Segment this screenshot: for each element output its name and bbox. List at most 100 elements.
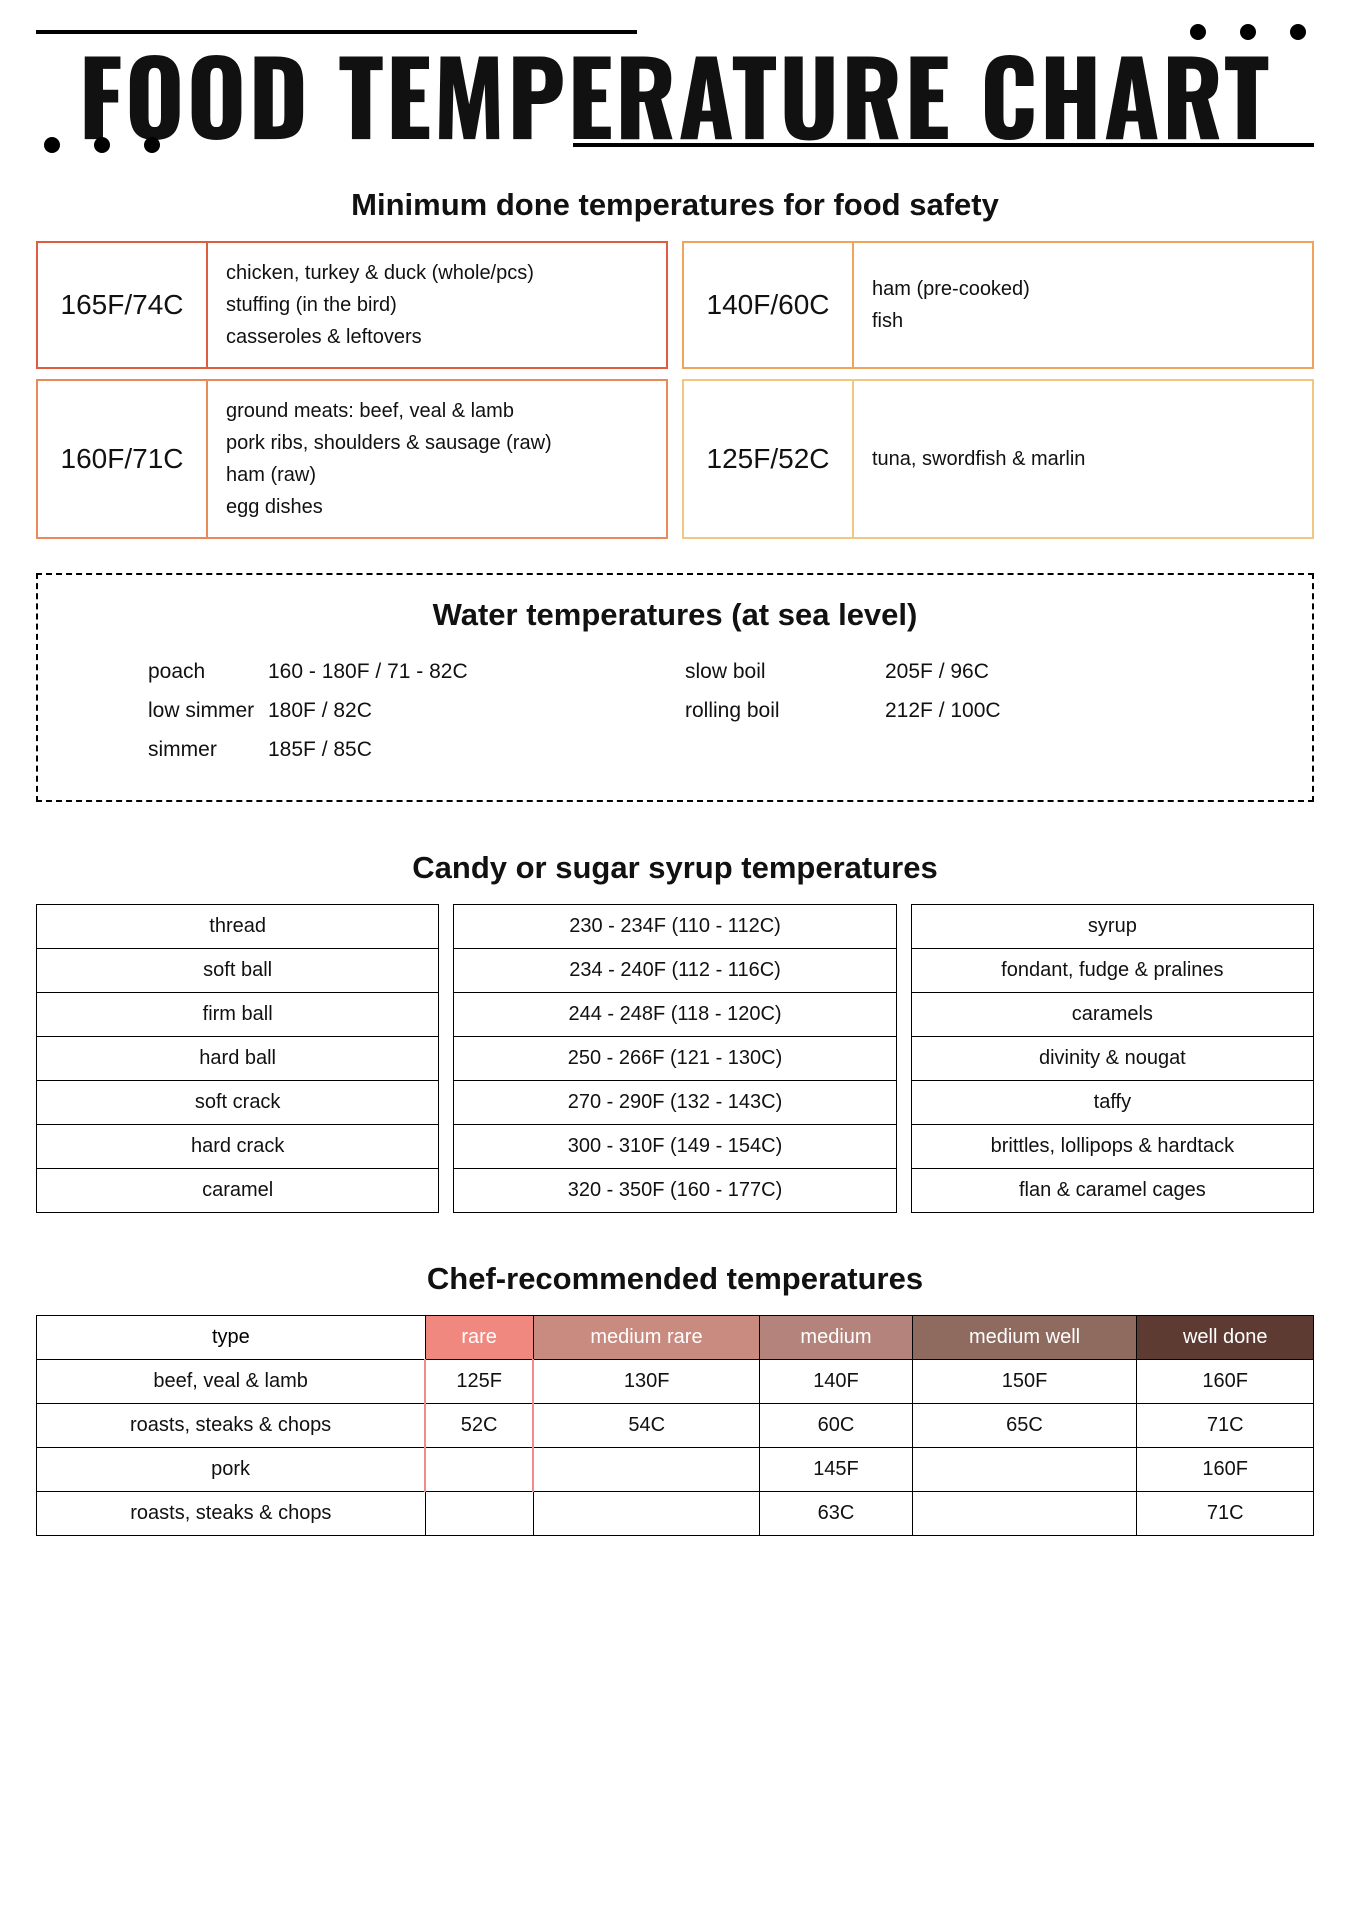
candy-stage: hard ball [37,1037,438,1081]
chef-header-doneness: medium [760,1315,912,1359]
minimum-temp-row: 160F/71Cground meats: beef, veal & lambp… [36,379,1314,539]
page: FOOD TEMPERATURE CHART Minimum done temp… [0,0,1350,1596]
chef-row-value [912,1491,1137,1535]
dot-icon [1240,24,1256,40]
candy-table: threadsoft ballfirm ballhard ballsoft cr… [36,904,1314,1213]
dot-icon [94,137,110,153]
water-temp-value: 205F / 96C [885,653,1292,692]
water-left-labels: poachlow simmersimmer [58,653,228,770]
minimum-temp-food-line: chicken, turkey & duck (whole/pcs) [226,257,648,289]
minimum-temp-grid: 165F/74Cchicken, turkey & duck (whole/pc… [36,241,1314,539]
chef-row-value [533,1447,760,1491]
minimum-temp-food-line: egg dishes [226,491,648,523]
chef-row-type: pork [37,1447,426,1491]
water-temp-value: 212F / 100C [885,692,1292,731]
minimum-temp-food-line: fish [872,305,1294,337]
candy-use: fondant, fudge & pralines [912,949,1313,993]
chef-row-value: 150F [912,1359,1137,1403]
dot-icon [1290,24,1306,40]
water-temp-value: 180F / 82C [268,692,675,731]
chef-row-type: beef, veal & lamb [37,1359,426,1403]
minimum-temp-card: 165F/74Cchicken, turkey & duck (whole/pc… [36,241,668,369]
chef-row-value: 140F [760,1359,912,1403]
minimum-temp-foods: tuna, swordfish & marlin [854,381,1312,537]
water-temp-value: 185F / 85C [268,731,675,770]
chef-row-value: 63C [760,1491,912,1535]
chef-row: roasts, steaks & chops52C54C60C65C71C [37,1403,1314,1447]
chef-row-value: 125F [425,1359,533,1403]
chef-row-value: 160F [1137,1359,1314,1403]
section-title-candy: Candy or sugar syrup temperatures [36,850,1314,886]
candy-range: 300 - 310F (149 - 154C) [454,1125,895,1169]
candy-range: 230 - 234F (110 - 112C) [454,905,895,949]
candy-range: 320 - 350F (160 - 177C) [454,1169,895,1212]
candy-use: divinity & nougat [912,1037,1313,1081]
chef-row-value: 60C [760,1403,912,1447]
minimum-temp-value: 165F/74C [38,243,208,367]
candy-stage: thread [37,905,438,949]
candy-range: 250 - 266F (121 - 130C) [454,1037,895,1081]
candy-stage: soft crack [37,1081,438,1125]
minimum-temp-food-line: tuna, swordfish & marlin [872,443,1294,475]
decor-dots-bottom-left [44,137,160,153]
candy-stage: soft ball [37,949,438,993]
water-right-values: 205F / 96C212F / 100C [845,653,1292,770]
candy-use: taffy [912,1081,1313,1125]
candy-stage: firm ball [37,993,438,1037]
chef-row-type: roasts, steaks & chops [37,1403,426,1447]
dot-icon [44,137,60,153]
chef-header-type: type [37,1315,426,1359]
candy-col-use: syrupfondant, fudge & pralinescaramelsdi… [911,904,1314,1213]
chef-row: roasts, steaks & chops63C71C [37,1491,1314,1535]
chef-table: typeraremedium raremediummedium wellwell… [36,1315,1314,1536]
water-temp-label: poach [148,653,228,692]
dot-icon [1190,24,1206,40]
minimum-temp-food-line: ground meats: beef, veal & lamb [226,395,648,427]
minimum-temp-foods: ground meats: beef, veal & lambpork ribs… [208,381,666,537]
water-temp-label: rolling boil [685,692,845,731]
water-temp-box: Water temperatures (at sea level) poachl… [36,573,1314,802]
chef-header-doneness: medium rare [533,1315,760,1359]
minimum-temp-value: 140F/60C [684,243,854,367]
chef-row-value [533,1491,760,1535]
minimum-temp-card: 140F/60Cham (pre-cooked)fish [682,241,1314,369]
water-temp-value: 160 - 180F / 71 - 82C [268,653,675,692]
minimum-temp-foods: ham (pre-cooked)fish [854,243,1312,367]
water-left-values: 160 - 180F / 71 - 82C180F / 82C185F / 85… [228,653,675,770]
candy-range: 270 - 290F (132 - 143C) [454,1081,895,1125]
dot-icon [144,137,160,153]
water-temp-label: low simmer [148,692,228,731]
minimum-temp-foods: chicken, turkey & duck (whole/pcs)stuffi… [208,243,666,367]
chef-header-doneness: rare [425,1315,533,1359]
section-title-chef: Chef-recommended temperatures [36,1261,1314,1297]
page-title: FOOD TEMPERATURE CHART [36,40,1314,147]
minimum-temp-food-line: pork ribs, shoulders & sausage (raw) [226,427,648,459]
candy-use: caramels [912,993,1313,1037]
minimum-temp-card: 160F/71Cground meats: beef, veal & lambp… [36,379,668,539]
minimum-temp-card: 125F/52C tuna, swordfish & marlin [682,379,1314,539]
candy-stage: caramel [37,1169,438,1212]
minimum-temp-food-line: stuffing (in the bird) [226,289,648,321]
chef-row-value [912,1447,1137,1491]
water-col-right: slow boilrolling boil 205F / 96C212F / 1… [675,653,1292,770]
water-col-left: poachlow simmersimmer 160 - 180F / 71 - … [58,653,675,770]
candy-range: 244 - 248F (118 - 120C) [454,993,895,1037]
chef-row-value: 130F [533,1359,760,1403]
minimum-temp-value: 160F/71C [38,381,208,537]
candy-range: 234 - 240F (112 - 116C) [454,949,895,993]
minimum-temp-food-line: casseroles & leftovers [226,321,648,353]
decor-dots-top-right [1190,24,1306,40]
candy-use: brittles, lollipops & hardtack [912,1125,1313,1169]
minimum-temp-value: 125F/52C [684,381,854,537]
chef-row-value: 54C [533,1403,760,1447]
chef-row: beef, veal & lamb125F130F140F150F160F [37,1359,1314,1403]
water-temp-label: slow boil [685,653,845,692]
water-columns: poachlow simmersimmer 160 - 180F / 71 - … [58,653,1292,770]
chef-row-value: 71C [1137,1403,1314,1447]
chef-row-value [425,1447,533,1491]
chef-row-type: roasts, steaks & chops [37,1491,426,1535]
minimum-temp-row: 165F/74Cchicken, turkey & duck (whole/pc… [36,241,1314,369]
candy-col-range: 230 - 234F (110 - 112C)234 - 240F (112 -… [453,904,896,1213]
chef-header-doneness: well done [1137,1315,1314,1359]
chef-row-value: 145F [760,1447,912,1491]
